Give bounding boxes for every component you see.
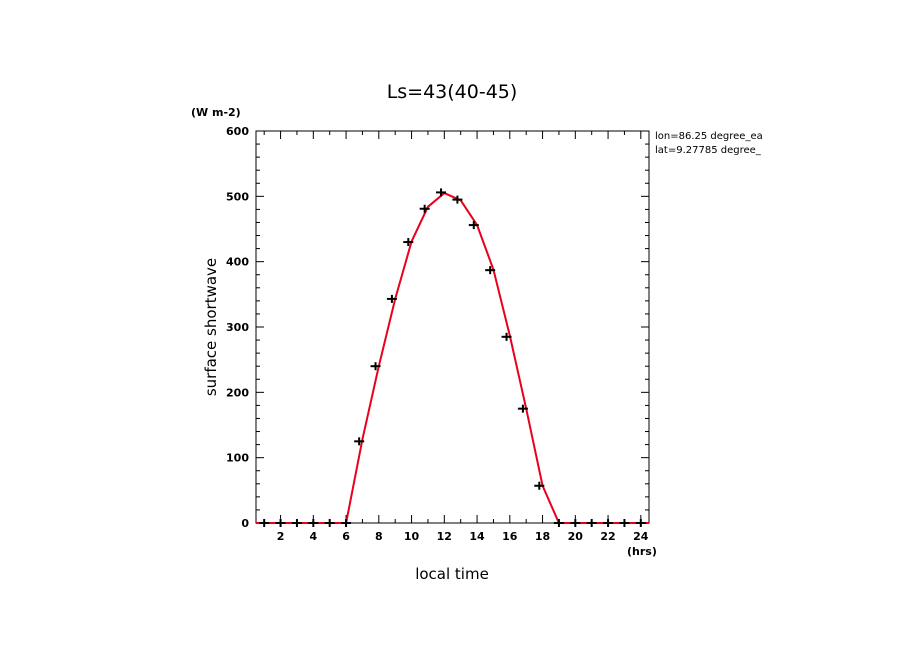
chart-title: Ls=43(40-45) [387,81,518,103]
data-point-marker [275,519,286,527]
x-axis-label: local time [415,565,489,583]
data-point-marker [308,519,319,527]
data-point-marker [534,481,545,490]
data-point-marker [635,519,646,527]
data-point-marker [619,519,630,527]
y-tick-label: 400 [226,256,249,269]
annotation-lat: lat=9.27785 degree_ [655,145,762,156]
x-tick-label: 22 [600,530,615,543]
y-tick-label: 300 [226,321,249,334]
data-point-marker [386,294,397,303]
data-point-marker [553,519,564,527]
data-point-marker [403,238,414,247]
data-point-marker [291,519,302,527]
annotation-lon: lon=86.25 degree_ea [655,131,763,142]
x-tick-label: 4 [309,530,317,543]
x-tick-label: 20 [568,530,584,543]
data-point-marker [485,266,496,275]
y-tick-label: 600 [226,125,249,138]
x-tick-label: 2 [277,530,285,543]
y-axis-label: surface shortwave [202,258,220,396]
y-tick-label: 0 [241,517,249,530]
y-tick-label: 500 [226,190,249,203]
series-line-model [256,191,649,524]
data-point-marker [517,404,528,413]
x-tick-label: 14 [469,530,485,543]
x-tick-label: 18 [535,530,550,543]
data-point-marker [452,195,463,204]
data-point-marker [259,519,270,527]
y-tick-label: 200 [226,386,249,399]
data-point-marker [370,362,381,371]
data-point-marker [341,519,352,527]
data-point-marker [324,519,335,527]
x-tick-label: 24 [633,530,649,543]
data-point-marker [419,204,430,213]
x-unit-label: (hrs) [627,545,657,558]
x-tick-label: 10 [404,530,420,543]
data-point-marker [501,332,512,341]
y-unit-label: (W m-2) [191,106,241,119]
plot-frame [255,130,650,524]
data-point-marker [586,519,597,527]
data-point-marker [603,519,614,527]
data-point-marker [468,221,479,230]
x-tick-label: 8 [375,530,383,543]
data-point-marker [354,437,365,446]
data-point-marker [436,188,447,197]
y-tick-label: 100 [226,452,249,465]
data-point-marker [570,519,581,527]
x-tick-label: 12 [437,530,452,543]
x-tick-label: 6 [342,530,350,543]
x-tick-label: 16 [502,530,518,543]
